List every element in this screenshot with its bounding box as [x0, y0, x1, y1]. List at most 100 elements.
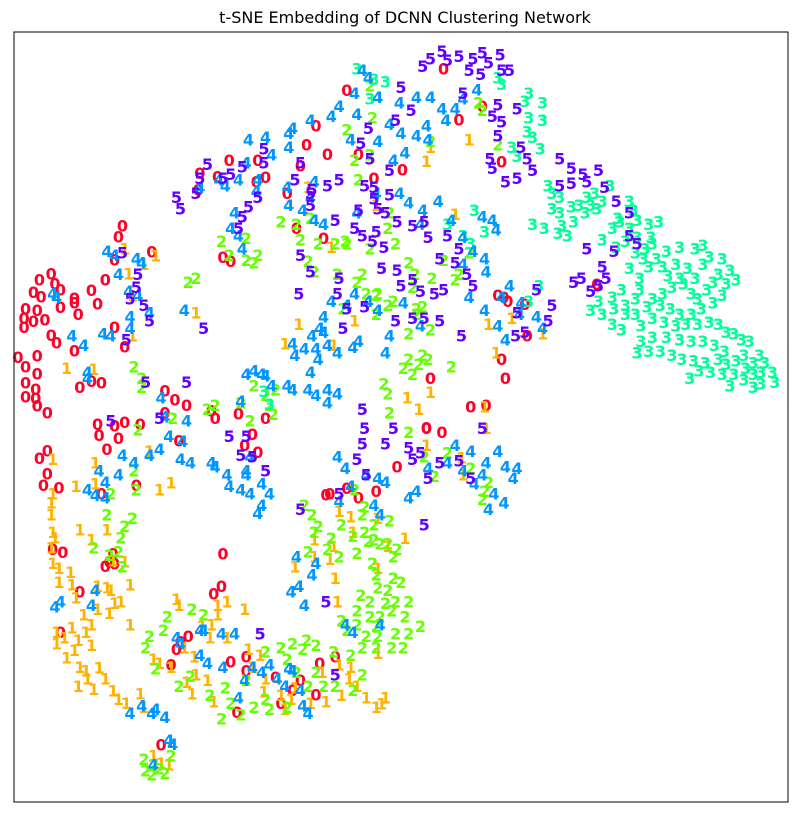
- point-cluster-2: 2: [309, 523, 320, 542]
- point-cluster-5: 5: [453, 47, 464, 66]
- point-cluster-0: 0: [55, 298, 66, 317]
- point-cluster-2: 2: [291, 215, 302, 234]
- point-cluster-3: 3: [585, 196, 596, 215]
- point-cluster-1: 1: [247, 658, 258, 677]
- point-cluster-5: 5: [380, 204, 391, 223]
- point-cluster-3: 3: [642, 297, 653, 316]
- point-cluster-3: 3: [647, 309, 658, 328]
- point-cluster-4: 4: [347, 623, 358, 642]
- point-cluster-3: 3: [655, 296, 666, 315]
- point-cluster-4: 4: [55, 592, 66, 611]
- point-cluster-1: 1: [86, 615, 97, 634]
- point-cluster-1: 1: [51, 623, 62, 642]
- point-cluster-3: 3: [589, 184, 600, 203]
- point-cluster-1: 1: [90, 475, 101, 494]
- point-cluster-4: 4: [113, 465, 124, 484]
- point-cluster-3: 3: [674, 305, 685, 324]
- point-cluster-4: 4: [256, 663, 267, 682]
- point-cluster-4: 4: [471, 80, 482, 99]
- point-cluster-3: 3: [634, 280, 645, 299]
- point-cluster-3: 3: [465, 234, 476, 253]
- point-cluster-2: 2: [150, 659, 161, 678]
- point-cluster-4: 4: [175, 450, 186, 469]
- point-cluster-3: 3: [707, 273, 718, 292]
- point-cluster-2: 2: [464, 244, 475, 263]
- point-cluster-3: 3: [607, 219, 618, 238]
- point-cluster-5: 5: [624, 204, 635, 223]
- point-cluster-0: 0: [20, 374, 31, 393]
- point-cluster-0: 0: [42, 441, 53, 460]
- point-cluster-1: 1: [121, 694, 132, 713]
- point-cluster-2: 2: [390, 234, 401, 253]
- point-cluster-5: 5: [632, 234, 643, 253]
- point-cluster-4: 4: [286, 582, 297, 601]
- point-cluster-3: 3: [657, 257, 668, 276]
- point-cluster-4: 4: [177, 432, 188, 451]
- point-cluster-5: 5: [154, 409, 165, 428]
- point-cluster-1: 1: [324, 550, 335, 569]
- point-cluster-4: 4: [279, 677, 290, 696]
- point-cluster-2: 2: [330, 677, 341, 696]
- point-cluster-4: 4: [450, 436, 461, 455]
- point-cluster-2: 2: [313, 517, 324, 536]
- point-cluster-4: 4: [491, 220, 502, 239]
- point-cluster-0: 0: [146, 243, 157, 262]
- point-cluster-0: 0: [438, 60, 449, 79]
- point-cluster-1: 1: [491, 344, 502, 363]
- point-cluster-2: 2: [336, 515, 347, 534]
- point-cluster-4: 4: [241, 461, 252, 480]
- point-cluster-5: 5: [306, 180, 317, 199]
- point-cluster-4: 4: [78, 336, 89, 355]
- point-cluster-1: 1: [105, 581, 116, 600]
- point-cluster-3: 3: [721, 323, 732, 342]
- point-cluster-1: 1: [371, 698, 382, 717]
- point-cluster-3: 3: [581, 188, 592, 207]
- point-cluster-2: 2: [382, 219, 393, 238]
- point-cluster-4: 4: [537, 319, 548, 338]
- point-cluster-4: 4: [440, 111, 451, 130]
- point-cluster-3: 3: [657, 284, 668, 303]
- point-cluster-4: 4: [357, 61, 368, 80]
- point-cluster-2: 2: [216, 232, 227, 251]
- point-cluster-3: 3: [740, 359, 751, 378]
- point-cluster-0: 0: [32, 397, 43, 416]
- point-cluster-0: 0: [194, 164, 205, 183]
- point-cluster-4: 4: [492, 442, 503, 461]
- point-cluster-2: 2: [357, 505, 368, 524]
- point-cluster-5: 5: [419, 213, 430, 232]
- point-cluster-5: 5: [407, 270, 418, 289]
- point-cluster-3: 3: [738, 346, 749, 365]
- point-cluster-0: 0: [169, 391, 180, 410]
- point-cluster-0: 0: [310, 116, 321, 135]
- point-cluster-3: 3: [724, 261, 735, 280]
- point-cluster-2: 2: [185, 667, 196, 686]
- point-cluster-2: 2: [423, 350, 434, 369]
- point-cluster-2: 2: [282, 650, 293, 669]
- point-cluster-4: 4: [306, 327, 317, 346]
- point-cluster-3: 3: [620, 232, 631, 251]
- point-cluster-4: 4: [349, 284, 360, 303]
- point-cluster-1: 1: [70, 477, 81, 496]
- point-cluster-3: 3: [717, 250, 728, 269]
- point-cluster-0: 0: [49, 274, 60, 293]
- point-cluster-0: 0: [53, 478, 64, 497]
- point-cluster-4: 4: [185, 454, 196, 473]
- point-cluster-3: 3: [666, 278, 677, 297]
- point-cluster-0: 0: [233, 404, 244, 423]
- point-cluster-1: 1: [166, 658, 177, 677]
- point-cluster-2: 2: [235, 394, 246, 413]
- point-cluster-1: 1: [88, 360, 99, 379]
- point-cluster-0: 0: [131, 476, 142, 495]
- point-cluster-4: 4: [272, 669, 283, 688]
- point-cluster-3: 3: [643, 342, 654, 361]
- point-cluster-0: 0: [193, 180, 204, 199]
- point-cluster-5: 5: [403, 438, 414, 457]
- point-cluster-1: 1: [197, 617, 208, 636]
- point-cluster-0: 0: [392, 458, 403, 477]
- point-cluster-3: 3: [616, 280, 627, 299]
- point-cluster-3: 3: [713, 350, 724, 369]
- point-cluster-0: 0: [183, 627, 194, 646]
- point-cluster-4: 4: [481, 263, 492, 282]
- point-cluster-2: 2: [334, 548, 345, 567]
